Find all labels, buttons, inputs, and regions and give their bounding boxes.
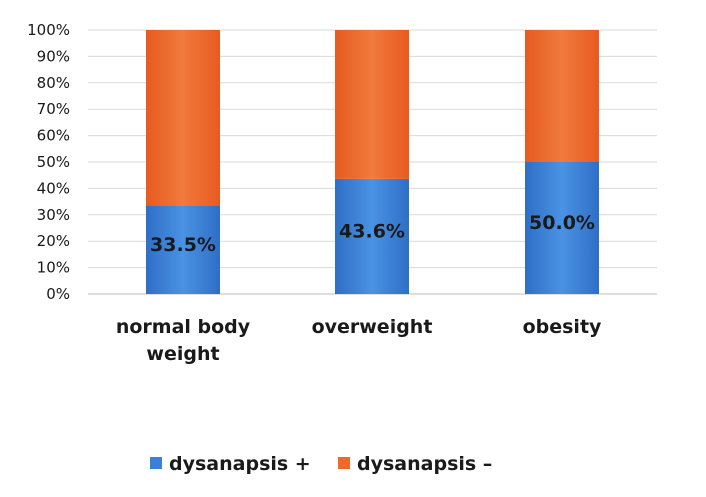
data-label: 50.0% — [529, 212, 595, 234]
y-tick-label: 30% — [37, 206, 70, 224]
legend-swatch — [338, 457, 350, 469]
y-tick-label: 0% — [46, 285, 70, 303]
bar-segment-dysanapsis-minus — [335, 30, 409, 179]
y-tick-label: 100% — [27, 21, 70, 39]
data-labels: 33.5% 43.6% 50.0% — [150, 212, 595, 256]
bar-segment-dysanapsis-plus — [335, 178, 409, 294]
bars — [146, 30, 599, 294]
bar-segment-dysanapsis-plus — [525, 162, 599, 294]
y-tick-label: 60% — [37, 127, 70, 145]
category-label: weight — [146, 343, 219, 365]
category-label: overweight — [312, 316, 433, 338]
y-tick-label: 40% — [37, 179, 70, 197]
y-axis: 0% 10% 20% 30% 40% 50% 60% 70% 80% 90% 100% — [27, 21, 70, 303]
bar-segment-dysanapsis-minus — [146, 30, 220, 206]
bar-segment-dysanapsis-minus — [525, 30, 599, 162]
y-tick-label: 50% — [37, 153, 70, 171]
y-tick-label: 80% — [37, 74, 70, 92]
y-tick-label: 20% — [37, 232, 70, 250]
y-tick-label: 70% — [37, 100, 70, 118]
category-label: normal body — [116, 316, 251, 338]
data-label: 43.6% — [339, 220, 405, 242]
legend-label: dysanapsis + — [169, 453, 311, 475]
legend-label: dysanapsis – — [357, 453, 492, 475]
data-label: 33.5% — [150, 234, 216, 256]
legend-swatch — [150, 457, 162, 469]
category-label: obesity — [523, 316, 602, 338]
legend: dysanapsis + dysanapsis – — [150, 453, 492, 475]
y-tick-label: 90% — [37, 47, 70, 65]
bar-segment-dysanapsis-plus — [146, 205, 220, 294]
x-axis: normal body weight overweight obesity — [116, 316, 602, 365]
y-tick-label: 10% — [37, 259, 70, 277]
